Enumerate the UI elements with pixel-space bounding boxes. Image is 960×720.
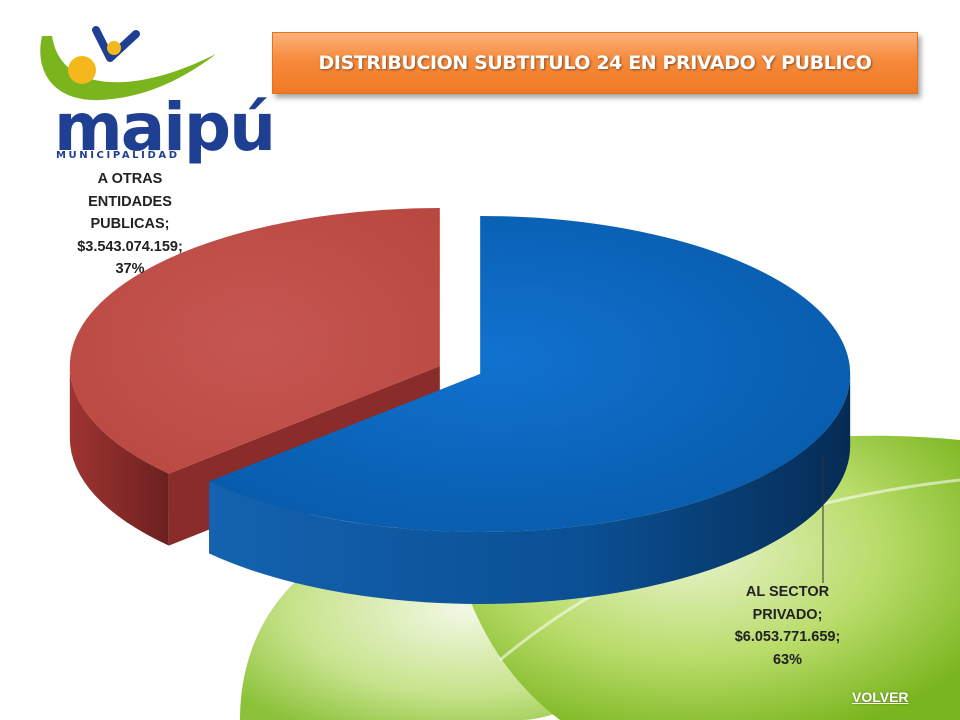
label-line: A OTRAS bbox=[97, 171, 163, 187]
logo-subtitle: MUNICIPALIDAD bbox=[56, 150, 180, 161]
chart-title: DISTRIBUCION SUBTITULO 24 EN PRIVADO Y P… bbox=[318, 52, 872, 74]
logo-green-swoosh bbox=[40, 36, 216, 101]
slice-top-face bbox=[209, 215, 851, 532]
pie-slices bbox=[69, 208, 851, 604]
logo-wordmark: maipú bbox=[54, 89, 276, 166]
logo-yellow-dot bbox=[68, 56, 96, 84]
label-line: $3.543.074.159; bbox=[77, 238, 183, 255]
title-bar: DISTRIBUCION SUBTITULO 24 EN PRIVADO Y P… bbox=[272, 32, 918, 94]
logo-figure bbox=[92, 26, 140, 62]
label-line: ENTIDADES bbox=[88, 193, 172, 210]
slice-side-wall bbox=[209, 373, 851, 604]
volver-link[interactable]: VOLVER bbox=[852, 689, 909, 705]
pie-slice-privado bbox=[209, 215, 851, 604]
label-line: AL SECTOR bbox=[745, 584, 830, 600]
label-line: $6.053.771.659; bbox=[734, 629, 841, 645]
slice-label-privado: AL SECTOR PRIVADO; $6.053.771.659; 63% bbox=[700, 581, 875, 671]
label-line: 63% bbox=[772, 651, 803, 668]
slice-side-wall bbox=[69, 366, 169, 546]
label-line: PUBLICAS; bbox=[90, 216, 170, 232]
label-line: 37% bbox=[115, 261, 145, 277]
slice-top-face bbox=[69, 208, 440, 474]
slice-label-publicas: A OTRAS ENTIDADES PUBLICAS; $3.543.074.1… bbox=[40, 168, 220, 281]
label-line: PRIVADO; bbox=[752, 606, 823, 623]
logo-figure-head bbox=[107, 41, 121, 55]
maipu-logo bbox=[40, 26, 216, 101]
